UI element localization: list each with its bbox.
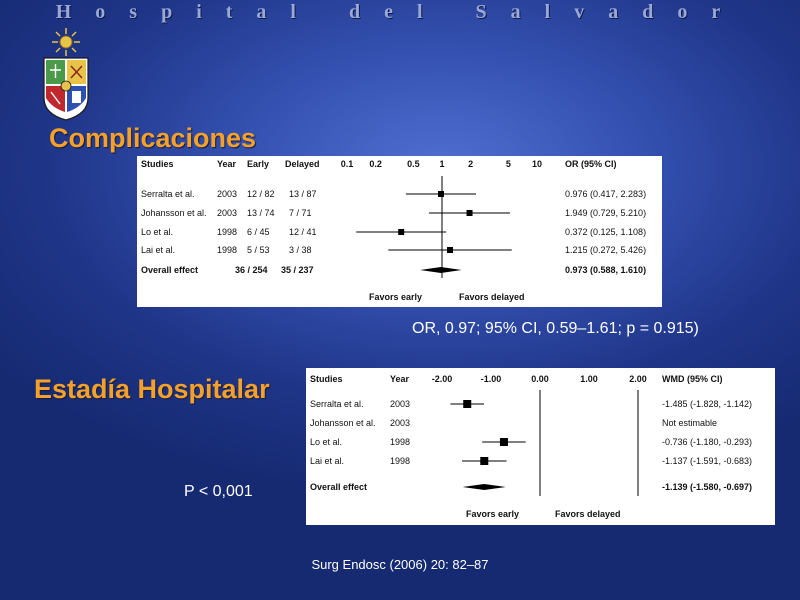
- study-year: 1998: [217, 245, 237, 255]
- study-year: 2003: [217, 189, 237, 199]
- header-year: Year: [390, 374, 410, 384]
- forest-plot-1-svg: Studies Year Early Delayed OR (95% CI) 0.1 0.2…: [141, 159, 646, 302]
- overall-diamond: [420, 267, 462, 273]
- header-delayed: Delayed: [285, 159, 320, 169]
- estadia-forest-plot: Studies Year WMD (95% CI) -2.00 -1.00 0.00 1.0…: [306, 368, 775, 525]
- study-effect: -1.137 (-1.591, -0.683): [662, 456, 752, 466]
- point-estimate: [447, 247, 454, 253]
- study-name: Serralta et al.: [310, 399, 364, 409]
- study-delayed: 13 / 87: [289, 189, 317, 199]
- university-crest-icon: [43, 28, 89, 121]
- study-year: 2003: [390, 418, 410, 428]
- point-estimate: [463, 400, 472, 408]
- tick-label: 0.1: [341, 159, 354, 169]
- header-effect: OR (95% CI): [565, 159, 617, 169]
- favors-early-label: Favors early: [466, 509, 519, 519]
- study-name: Johansson et al.: [310, 418, 376, 428]
- study-name: Lo et al.: [141, 227, 173, 237]
- point-estimate: [398, 229, 405, 235]
- study-name: Lai et al.: [310, 456, 344, 466]
- study-early: 12 / 82: [247, 189, 275, 199]
- tick-label: -2.00: [432, 374, 453, 384]
- tick-label: 0.2: [369, 159, 382, 169]
- study-effect: 0.372 (0.125, 1.108): [565, 227, 646, 237]
- overall-delayed: 35 / 237: [281, 265, 314, 275]
- header-studies: Studies: [141, 159, 174, 169]
- overall-early: 36 / 254: [235, 265, 268, 275]
- point-estimate: [499, 438, 508, 446]
- point-estimate: [466, 210, 473, 216]
- complicaciones-title: Complicaciones: [49, 123, 257, 153]
- study-year: 1998: [390, 437, 410, 447]
- study-name: Serralta et al.: [141, 189, 195, 199]
- tick-label: 1: [439, 159, 444, 169]
- header-effect: WMD (95% CI): [662, 374, 723, 384]
- sun-emblem: [52, 28, 80, 56]
- header-studies: Studies: [310, 374, 343, 384]
- study-effect: 1.949 (0.729, 5.210): [565, 208, 646, 218]
- citation: Surg Endosc (2006) 20: 82–87: [311, 557, 489, 572]
- point-estimate: [480, 457, 489, 465]
- study-effect: 0.976 (0.417, 2.283): [565, 189, 646, 199]
- favors-delayed-label: Favors delayed: [459, 292, 525, 302]
- study-early: 13 / 74: [247, 208, 275, 218]
- study-effect: 1.215 (0.272, 5.426): [565, 245, 646, 255]
- overall-label: Overall effect: [310, 482, 367, 492]
- tick-label: 0.5: [407, 159, 420, 169]
- tick-label: 10: [532, 159, 542, 169]
- study-year: 2003: [217, 208, 237, 218]
- tick-label: 0.00: [531, 374, 549, 384]
- odds-ratio-summary: OR, 0.97; 95% CI, 0.59–1.61; p = 0.915): [412, 320, 699, 337]
- study-year: 1998: [390, 456, 410, 466]
- tick-label: 1.00: [580, 374, 598, 384]
- study-early: 6 / 45: [247, 227, 270, 237]
- header-early: Early: [247, 159, 269, 169]
- complicaciones-forest-plot: Studies Year Early Delayed OR (95% CI) 0.1 0.2…: [137, 156, 662, 307]
- crest-shield: [43, 57, 89, 121]
- overall-label: Overall effect: [141, 265, 198, 275]
- tick-label: -1.00: [481, 374, 502, 384]
- favors-delayed-label: Favors delayed: [555, 509, 621, 519]
- estadia-hospitalar-title: Estadía Hospitalar: [34, 374, 270, 404]
- study-delayed: 7 / 71: [289, 208, 312, 218]
- study-year: 1998: [217, 227, 237, 237]
- study-year: 2003: [390, 399, 410, 409]
- overall-effect: -1.139 (-1.580, -0.697): [662, 482, 752, 492]
- forest-plot-2-svg: Studies Year WMD (95% CI) -2.00 -1.00 0.00 1.0…: [310, 374, 752, 519]
- overall-diamond: [462, 484, 506, 490]
- study-name: Johansson et al.: [141, 208, 207, 218]
- study-name: Lo et al.: [310, 437, 342, 447]
- study-early: 5 / 53: [247, 245, 270, 255]
- favors-early-label: Favors early: [369, 292, 422, 302]
- study-name: Lai et al.: [141, 245, 175, 255]
- study-effect: -0.736 (-1.180, -0.293): [662, 437, 752, 447]
- study-delayed: 12 / 41: [289, 227, 317, 237]
- study-effect: -1.485 (-1.828, -1.142): [662, 399, 752, 409]
- tick-label: 2: [468, 159, 473, 169]
- study-delayed: 3 / 38: [289, 245, 312, 255]
- p-value-note: P < 0,001: [184, 483, 253, 500]
- hospital-header-title: Hospital del Salvador: [55, 1, 745, 23]
- tick-label: 2.00: [629, 374, 647, 384]
- tick-label: 5: [506, 159, 511, 169]
- point-estimate: [437, 191, 444, 197]
- header-year: Year: [217, 159, 237, 169]
- overall-effect: 0.973 (0.588, 1.610): [565, 265, 646, 275]
- study-effect: Not estimable: [662, 418, 717, 428]
